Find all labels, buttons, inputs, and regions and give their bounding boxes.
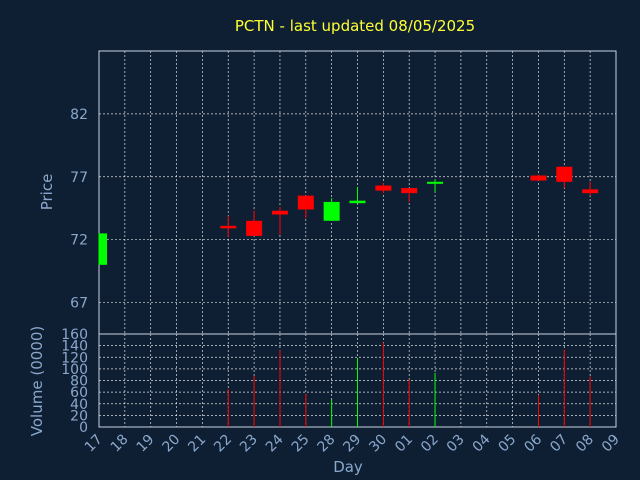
x-tick-label: 18 [108, 432, 132, 456]
candle-body [271, 210, 288, 215]
candle-body [99, 233, 107, 265]
price-tick-label: 67 [70, 296, 88, 312]
x-tick-label: 03 [444, 432, 468, 456]
x-tick-label: 06 [521, 431, 545, 455]
price-axis-label: Price [38, 174, 56, 211]
x-tick-label: 21 [185, 432, 209, 456]
volume-tick-label: 100 [61, 362, 88, 378]
x-tick-label: 29 [340, 432, 364, 456]
candle-body [220, 225, 237, 229]
x-tick-label: 20 [159, 432, 183, 456]
candle-body [582, 189, 599, 194]
volume-tick-label: 140 [61, 339, 88, 355]
price-tick-label: 72 [70, 233, 88, 249]
x-tick-label: 09 [599, 432, 623, 456]
x-tick-label: 19 [134, 432, 158, 456]
price-tick-label: 82 [70, 107, 88, 123]
price-ticks: 67 72 77 82 [70, 107, 88, 312]
volume-axis-label: Volume (0000) [28, 326, 46, 436]
x-tick-label: 25 [289, 432, 313, 456]
candle-body [556, 166, 573, 182]
x-tick-label: 24 [263, 431, 287, 455]
x-tick-label: 23 [237, 432, 261, 456]
candle-body [401, 188, 418, 194]
x-axis-label: Day [333, 458, 363, 476]
x-tick-label: 01 [392, 432, 416, 456]
volume-tick-label: 60 [70, 385, 88, 401]
candle-body [323, 201, 340, 221]
volume-tick-label: 20 [70, 408, 88, 424]
volume-bars [227, 342, 591, 427]
volume-tick-label: 40 [70, 397, 88, 413]
x-tick-label: 05 [496, 432, 520, 456]
candle-body [246, 220, 263, 236]
volume-tick-label: 120 [61, 350, 88, 366]
x-tick-label: 02 [418, 432, 442, 456]
price-tick-label: 77 [70, 170, 88, 186]
x-tick-label: 22 [211, 432, 235, 456]
candle-body [375, 185, 392, 191]
x-tick-label: 07 [547, 432, 571, 456]
chart-title: PCTN - last updated 08/05/2025 [235, 17, 475, 35]
x-tick-label: 30 [366, 432, 390, 456]
candle-body [349, 200, 366, 204]
x-tick-label: 04 [470, 431, 494, 455]
volume-tick-label: 80 [70, 374, 88, 390]
x-ticks: 17 18 19 20 21 22 23 24 25 28 29 30 01 02 03 04 05 06 07 08… [82, 431, 623, 455]
x-tick-label: 28 [315, 432, 339, 456]
candle-body [530, 175, 547, 181]
x-tick-label: 08 [573, 432, 597, 456]
candle-body [427, 181, 444, 184]
volume-tick-label: 160 [61, 327, 88, 343]
candle-body [297, 195, 314, 210]
candles [98, 166, 599, 265]
volume-tick-label: 0 [79, 420, 88, 436]
